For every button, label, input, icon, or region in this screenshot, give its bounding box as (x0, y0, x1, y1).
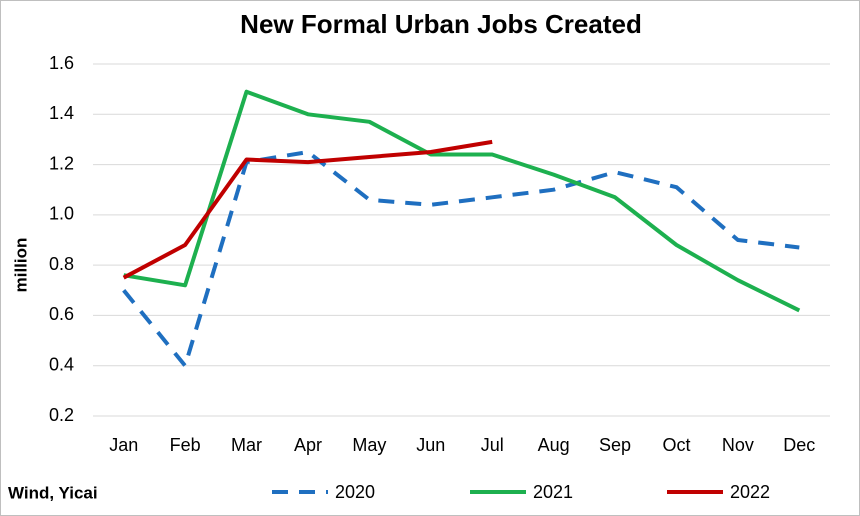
x-tick-label: Mar (231, 435, 262, 455)
legend-label: 2021 (533, 482, 573, 502)
legend-label: 2022 (730, 482, 770, 502)
y-tick-label: 1.0 (49, 204, 74, 224)
y-tick-label: 1.4 (49, 103, 74, 123)
x-tick-label: Jan (109, 435, 138, 455)
y-tick-label: 0.8 (49, 254, 74, 274)
x-tick-label: Oct (662, 435, 690, 455)
series-line (123, 89, 801, 313)
x-tick-label: Jun (416, 435, 445, 455)
legend-label: 2020 (335, 482, 375, 502)
x-tick-label: Aug (538, 435, 570, 455)
y-tick-label: 0.4 (49, 354, 74, 374)
x-tick-label: Nov (722, 435, 754, 455)
chart-title: New Formal Urban Jobs Created (240, 9, 642, 39)
x-tick-label: May (352, 435, 386, 455)
series-line (122, 150, 800, 368)
x-tick-label: Dec (783, 435, 815, 455)
y-tick-label: 0.6 (49, 304, 74, 324)
series-line (122, 139, 493, 280)
y-tick-label: 1.2 (49, 153, 74, 173)
x-tick-label: Feb (170, 435, 201, 455)
y-tick-label: 1.6 (49, 53, 74, 73)
y-tick-label: 0.2 (49, 405, 74, 425)
x-tick-label: Apr (294, 435, 322, 455)
x-tick-label: Jul (481, 435, 504, 455)
y-axis-label: million (11, 238, 30, 293)
x-tick-label: Sep (599, 435, 631, 455)
source-note: Wind, Yicai (8, 483, 98, 502)
